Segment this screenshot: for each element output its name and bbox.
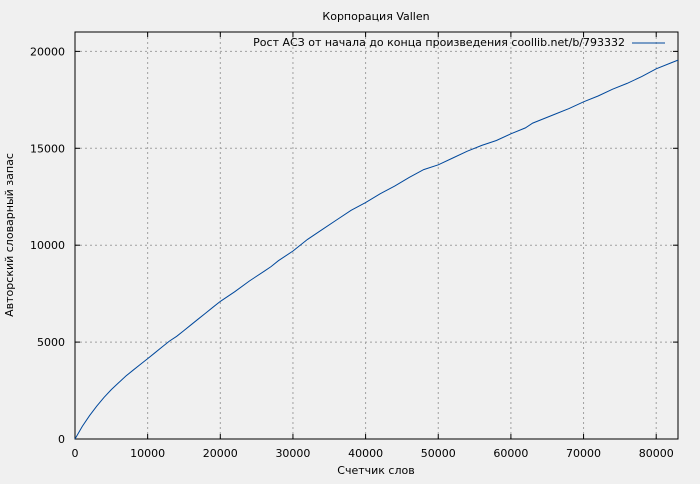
y-tick-label: 0 xyxy=(58,433,65,446)
y-tick-label: 5000 xyxy=(37,336,65,349)
x-tick-label: 40000 xyxy=(348,447,383,460)
legend: Рост АСЗ от начала до конца произведения… xyxy=(253,36,665,49)
legend-label: Рост АСЗ от начала до конца произведения… xyxy=(253,36,625,49)
x-tick-label: 50000 xyxy=(421,447,456,460)
x-tick-label: 20000 xyxy=(203,447,238,460)
y-tick-label: 10000 xyxy=(30,239,65,252)
plot-frame xyxy=(74,31,679,440)
y-tick-label: 20000 xyxy=(30,45,65,58)
series-line xyxy=(74,59,679,440)
chart-title: Корпорация Vallen xyxy=(322,10,429,23)
x-tick-label: 80000 xyxy=(639,447,674,460)
axes xyxy=(74,31,679,440)
grid-lines xyxy=(75,32,678,439)
tick-labels: 0 10000 20000 30000 40000 50000 60000 70000 8000… xyxy=(30,45,674,460)
x-tick-label: 70000 xyxy=(566,447,601,460)
series-layer xyxy=(74,59,679,440)
x-tick-label: 30000 xyxy=(275,447,310,460)
x-axis-label: Счетчик слов xyxy=(337,464,414,477)
y-axis-label: Авторский словарный запас xyxy=(3,153,16,317)
x-tick-label: 10000 xyxy=(130,447,165,460)
x-tick-label: 0 xyxy=(72,447,79,460)
x-tick-label: 60000 xyxy=(493,447,528,460)
y-tick-label: 15000 xyxy=(30,142,65,155)
